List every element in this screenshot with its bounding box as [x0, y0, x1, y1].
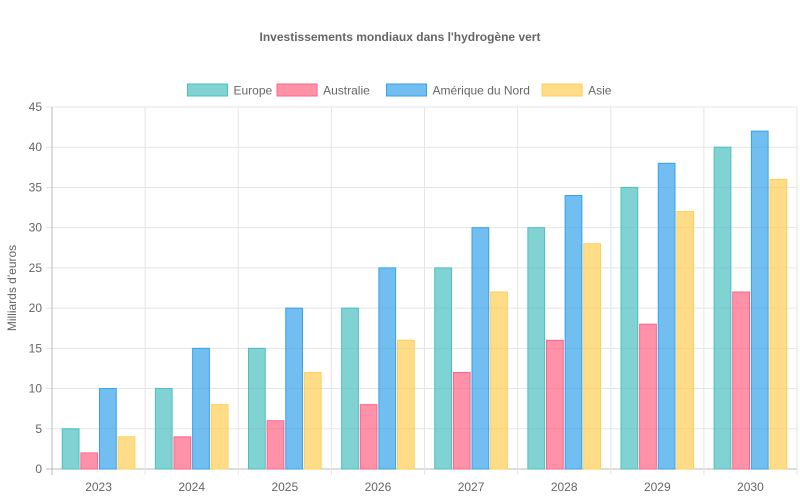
bar-australie-2027	[452, 371, 471, 470]
bar-am-rique-du-nord-2025	[285, 307, 304, 470]
y-tick-label: 25	[29, 261, 43, 275]
bar-am-rique-du-nord-2027	[471, 227, 490, 470]
bars	[61, 130, 788, 470]
y-tick-label: 35	[29, 180, 43, 194]
bar-am-rique-du-nord-2026	[378, 267, 397, 470]
bar-europe-2029	[620, 186, 639, 470]
bar-am-rique-du-nord-2028	[564, 194, 583, 470]
bar-australie-2026	[359, 404, 378, 470]
x-tick-label: 2028	[551, 480, 578, 494]
bar-asie-2024	[210, 404, 229, 470]
bar-europe-2023	[61, 428, 80, 470]
y-axis-label: Milliards d'euros	[5, 245, 19, 331]
bar-am-rique-du-nord-2030	[750, 130, 769, 470]
bar-australie-2029	[639, 323, 657, 470]
y-tick-label: 30	[29, 221, 43, 235]
y-tick-label: 0	[35, 462, 42, 476]
y-tick-label: 5	[35, 422, 42, 436]
y-tick-label: 15	[29, 341, 43, 355]
bar-asie-2030	[769, 178, 788, 470]
bar-europe-2027	[434, 267, 453, 470]
bar-am-rique-du-nord-2023	[98, 388, 117, 470]
x-tick-label: 2024	[178, 480, 205, 494]
legend-label: Amérique du Nord	[433, 84, 530, 98]
x-tick-label: 2023	[85, 480, 112, 494]
legend-swatch	[386, 83, 427, 97]
bar-australie-2025	[266, 420, 285, 470]
bar-asie-2027	[490, 291, 508, 470]
legend-swatch	[541, 83, 583, 97]
bar-asie-2026	[396, 339, 415, 470]
legend-label: Europe	[234, 84, 273, 98]
y-tick-label: 10	[29, 382, 43, 396]
bar-australie-2024	[173, 436, 192, 470]
bar-europe-2026	[341, 307, 359, 470]
legend: Europe Australie Amérique du Nord Asie	[187, 83, 612, 98]
x-tick-label: 2029	[644, 480, 671, 494]
legend-swatch	[187, 83, 228, 97]
y-tick-label: 20	[29, 301, 43, 315]
bar-asie-2028	[583, 243, 602, 470]
x-tick-label: 2025	[271, 480, 298, 494]
y-tick-label: 40	[29, 140, 43, 154]
bar-australie-2023	[80, 452, 99, 470]
bar-asie-2029	[676, 211, 695, 470]
x-tick-label: 2030	[737, 480, 764, 494]
bar-europe-2024	[154, 388, 173, 470]
legend-label: Australie	[323, 84, 370, 98]
bar-asie-2023	[117, 436, 136, 470]
bar-asie-2025	[303, 371, 322, 470]
bar-am-rique-du-nord-2029	[657, 162, 676, 470]
legend-label: Asie	[588, 84, 612, 98]
grid	[46, 106, 798, 475]
bar-australie-2030	[732, 291, 751, 470]
legend-swatch	[276, 83, 318, 97]
y-tick-label: 45	[29, 100, 43, 114]
bar-australie-2028	[545, 339, 564, 470]
bar-europe-2030	[713, 146, 732, 470]
chart-title: Investissements mondiaux dans l'hydrogèn…	[260, 30, 541, 44]
x-tick-label: 2027	[458, 480, 485, 494]
x-tick-label: 2026	[365, 480, 392, 494]
bar-europe-2028	[527, 227, 546, 470]
bar-europe-2025	[247, 347, 266, 470]
bar-am-rique-du-nord-2024	[192, 347, 210, 470]
